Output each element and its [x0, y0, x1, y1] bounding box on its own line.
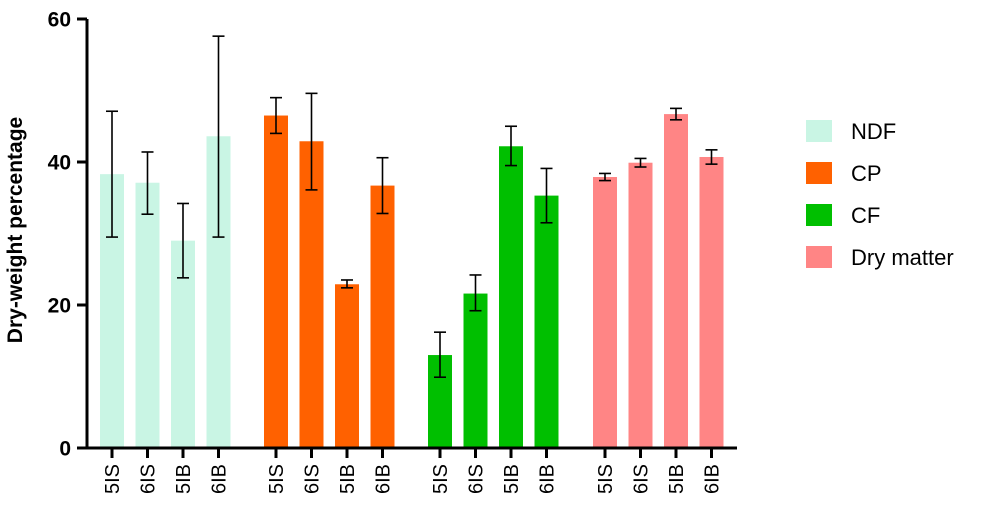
bar [299, 141, 324, 448]
x-tick-label: 5IB [666, 464, 688, 494]
y-tick-label: 0 [59, 438, 71, 461]
legend: NDF CP CF Dry matter [806, 119, 954, 270]
bar [463, 293, 488, 448]
x-tick-label: 6IS [631, 464, 653, 494]
bar [335, 284, 359, 448]
bar [699, 156, 724, 448]
bar [499, 146, 523, 448]
x-tick-label: 6IS [466, 464, 488, 494]
bar [135, 182, 160, 449]
y-tick-label: 40 [48, 152, 71, 175]
x-tick-label: 5IB [173, 464, 195, 494]
legend-item: CP [806, 161, 882, 186]
x-tick-label: 5IS [102, 464, 124, 494]
legend-item: CF [806, 203, 880, 228]
legend-label: CP [851, 161, 882, 186]
bar [534, 195, 559, 448]
x-tick-label: 5IS [595, 464, 617, 494]
y-tick-label: 60 [48, 9, 71, 32]
bar [664, 114, 688, 448]
x-tick-label: 6IB [209, 464, 231, 494]
x-tick-label: 6IB [702, 464, 724, 494]
x-tick-label: 5IB [501, 464, 523, 494]
series-cp [264, 92, 395, 449]
legend-item: Dry matter [806, 245, 954, 270]
x-tick-label: 5IB [337, 464, 359, 494]
bar [264, 115, 288, 449]
x-tick-label: 6IS [138, 464, 160, 494]
series-dry-matter [593, 107, 724, 448]
legend-label: CF [851, 203, 880, 228]
series-cf [428, 125, 559, 448]
y-tick-label: 20 [48, 295, 71, 318]
x-tick-label: 5IS [430, 464, 452, 494]
legend-label: NDF [851, 119, 896, 144]
legend-swatch [806, 162, 832, 184]
bar [628, 162, 653, 448]
x-tick-label: 6IS [302, 464, 324, 494]
legend-swatch [806, 204, 832, 226]
series-ndf [100, 35, 231, 449]
bar [593, 177, 617, 448]
x-axis: 5IS 6IS 5IB 6IB 5IS 6IS 5IB 6IB 5IS 6IS 5IB 6IB 5IS 6… [85, 446, 737, 494]
plot-area [100, 35, 724, 449]
legend-label: Dry matter [851, 245, 954, 270]
bar [370, 185, 395, 448]
x-tick-label: 6IB [373, 464, 395, 494]
y-axis-label: Dry-weight percentage [4, 117, 27, 343]
x-tick-label: 6IB [537, 464, 559, 494]
legend-swatch [806, 246, 832, 268]
x-tick-label: 5IS [266, 464, 288, 494]
legend-item: NDF [806, 119, 896, 144]
y-axis: 0 20 40 60 [48, 9, 89, 461]
legend-swatch [806, 120, 832, 142]
